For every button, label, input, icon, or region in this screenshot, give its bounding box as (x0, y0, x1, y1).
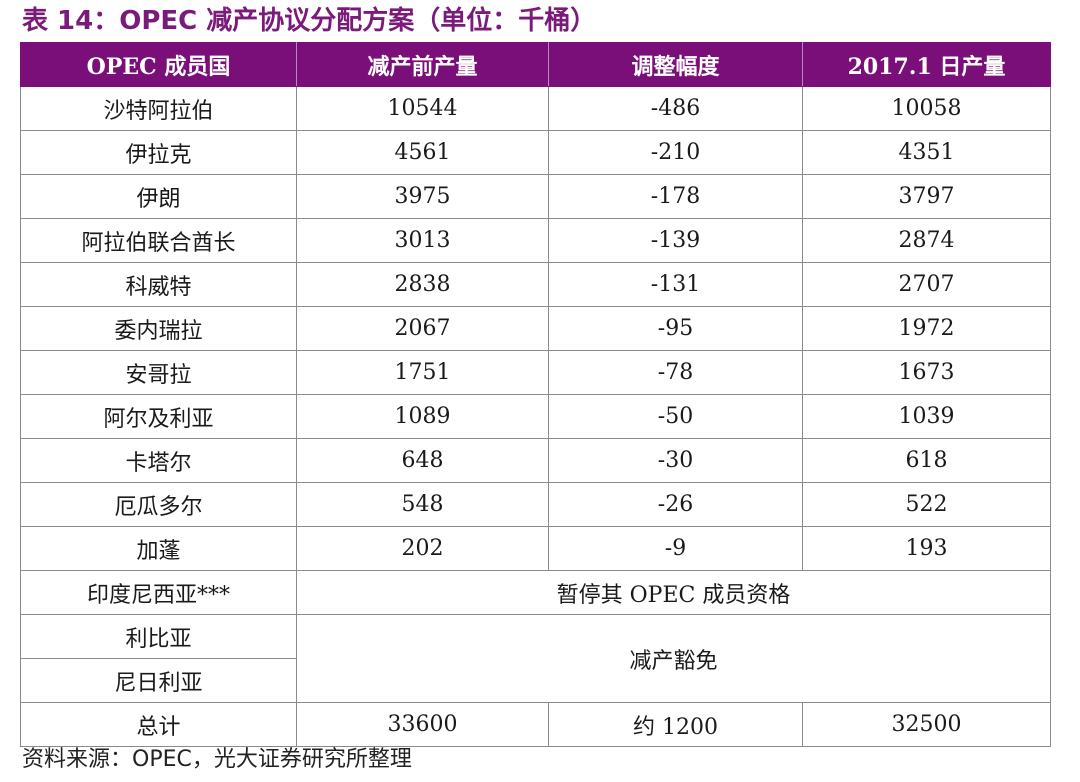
table-row: 厄瓜多尔 548 -26 522 (20, 482, 1051, 527)
output-cell: 2874 (802, 218, 1051, 263)
output-cell: 10058 (802, 86, 1051, 131)
total-pre-cut-cell: 33600 (296, 702, 549, 747)
table-row-total: 总计 33600 约 1200 32500 (20, 702, 1051, 747)
exemption-note: 减产豁免 (296, 614, 1051, 703)
pre-cut-cell: 202 (296, 526, 549, 571)
adjustment-cell: -178 (548, 174, 803, 219)
header-row: OPEC 成员国 减产前产量 调整幅度 2017.1 日产量 (20, 42, 1051, 87)
adjustment-cell: -30 (548, 438, 803, 483)
pre-cut-cell: 10544 (296, 86, 549, 131)
table-row-nigeria: 尼日利亚 (20, 658, 1051, 703)
table-row: 科威特 2838 -131 2707 (20, 262, 1051, 307)
header-cell-pre-cut: 减产前产量 (296, 42, 549, 87)
country-cell: 科威特 (20, 262, 297, 307)
opec-quota-table: OPEC 成员国 减产前产量 调整幅度 2017.1 日产量 沙特阿拉伯 105… (20, 42, 1051, 747)
suspended-membership-note: 暂停其 OPEC 成员资格 (296, 570, 1051, 615)
country-cell: 委内瑞拉 (20, 306, 297, 351)
output-cell: 522 (802, 482, 1051, 527)
pre-cut-cell: 3013 (296, 218, 549, 263)
adjustment-cell: -9 (548, 526, 803, 571)
country-cell: 伊拉克 (20, 130, 297, 175)
table-row: 阿拉伯联合酋长 3013 -139 2874 (20, 218, 1051, 263)
adjustment-cell: -95 (548, 306, 803, 351)
table-row: 安哥拉 1751 -78 1673 (20, 350, 1051, 395)
pre-cut-cell: 1089 (296, 394, 549, 439)
country-cell: 安哥拉 (20, 350, 297, 395)
table-row: 伊拉克 4561 -210 4351 (20, 130, 1051, 175)
header-cell-jan-output: 2017.1 日产量 (802, 42, 1051, 87)
country-cell: 伊朗 (20, 174, 297, 219)
output-cell: 193 (802, 526, 1051, 571)
adjustment-cell: -26 (548, 482, 803, 527)
output-cell: 1673 (802, 350, 1051, 395)
pre-cut-cell: 548 (296, 482, 549, 527)
country-cell: 沙特阿拉伯 (20, 86, 297, 131)
adjustment-cell: -131 (548, 262, 803, 307)
table-row: 加蓬 202 -9 193 (20, 526, 1051, 571)
table-row: 委内瑞拉 2067 -95 1972 (20, 306, 1051, 351)
pre-cut-cell: 1751 (296, 350, 549, 395)
pre-cut-cell: 3975 (296, 174, 549, 219)
pre-cut-cell: 4561 (296, 130, 549, 175)
output-cell: 1972 (802, 306, 1051, 351)
table-row: 沙特阿拉伯 10544 -486 10058 (20, 86, 1051, 131)
table-title: 表 14：OPEC 减产协议分配方案（单位：千桶） (22, 6, 597, 36)
pre-cut-cell: 648 (296, 438, 549, 483)
country-cell: 利比亚 (20, 614, 297, 659)
country-cell: 印度尼西亚*** (20, 570, 297, 615)
output-cell: 1039 (802, 394, 1051, 439)
output-cell: 3797 (802, 174, 1051, 219)
country-cell: 加蓬 (20, 526, 297, 571)
total-label-cell: 总计 (20, 702, 297, 747)
country-cell: 卡塔尔 (20, 438, 297, 483)
header-cell-country: OPEC 成员国 (20, 42, 297, 87)
table-row-libya: 利比亚 减产豁免 (20, 614, 1051, 703)
country-cell: 尼日利亚 (20, 658, 297, 703)
pre-cut-cell: 2838 (296, 262, 549, 307)
pre-cut-cell: 2067 (296, 306, 549, 351)
output-cell: 4351 (802, 130, 1051, 175)
adjustment-cell: -486 (548, 86, 803, 131)
adjustment-cell: -210 (548, 130, 803, 175)
source-note: 资料来源：OPEC，光大证券研究所整理 (22, 747, 412, 772)
table-row-indonesia: 印度尼西亚*** 暂停其 OPEC 成员资格 (20, 570, 1051, 615)
total-output-cell: 32500 (802, 702, 1051, 747)
adjustment-cell: -139 (548, 218, 803, 263)
total-adjustment-cell: 约 1200 (548, 702, 803, 747)
table-row: 伊朗 3975 -178 3797 (20, 174, 1051, 219)
adjustment-cell: -78 (548, 350, 803, 395)
adjustment-cell: -50 (548, 394, 803, 439)
country-cell: 厄瓜多尔 (20, 482, 297, 527)
country-cell: 阿拉伯联合酋长 (20, 218, 297, 263)
header-cell-adjustment: 调整幅度 (548, 42, 803, 87)
output-cell: 618 (802, 438, 1051, 483)
output-cell: 2707 (802, 262, 1051, 307)
table-row: 阿尔及利亚 1089 -50 1039 (20, 394, 1051, 439)
table-row: 卡塔尔 648 -30 618 (20, 438, 1051, 483)
country-cell: 阿尔及利亚 (20, 394, 297, 439)
